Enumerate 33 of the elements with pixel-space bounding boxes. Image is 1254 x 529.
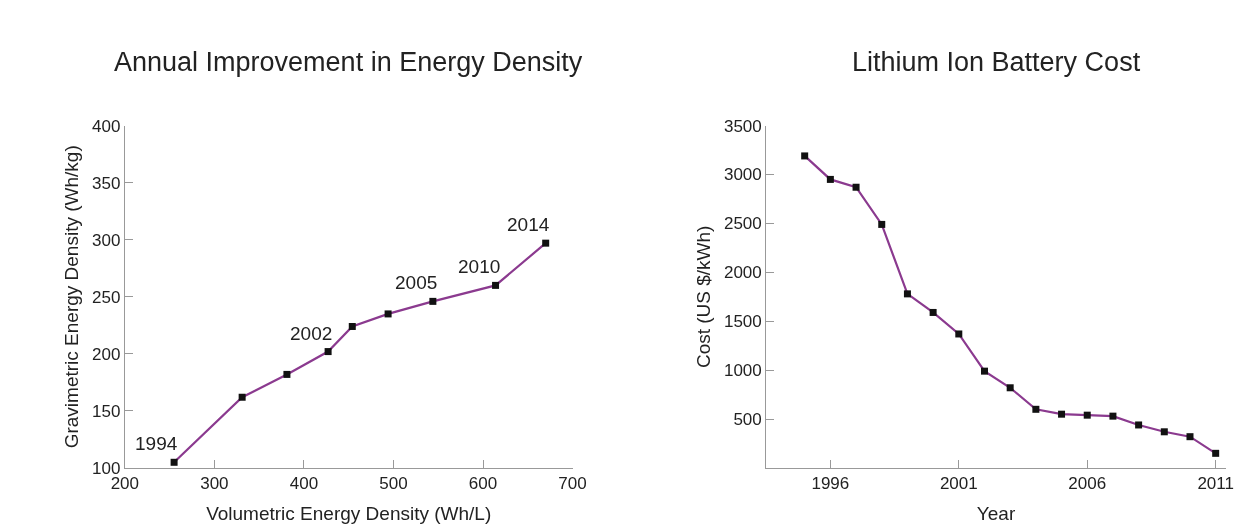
- x-tick-label: 2011: [1197, 474, 1234, 494]
- y-axis-title: Cost (US $/kWh): [692, 225, 714, 369]
- y-tick-label: 1000: [723, 361, 762, 381]
- x-tick-label: 300: [200, 474, 229, 494]
- y-tick-label: 350: [92, 173, 121, 193]
- annotation: 2002: [290, 323, 333, 344]
- y-tick-label: 1500: [723, 312, 762, 332]
- annotation: 2010: [458, 256, 501, 277]
- x-axis-title: Year: [976, 503, 1016, 525]
- y-tick-label: 3000: [723, 165, 762, 185]
- x-tick-label: 1996: [811, 474, 850, 494]
- x-tick-label: 700: [558, 474, 587, 494]
- x-tick-label: 500: [379, 474, 408, 494]
- annotation: 1994: [135, 433, 178, 454]
- y-tick-label: 500: [733, 410, 762, 430]
- annotation: 2014: [507, 214, 550, 235]
- chart-title: Lithium Ion Battery Cost: [852, 47, 1141, 77]
- y-axis-title: Gravimetric Energy Density (Wh/kg): [60, 145, 82, 449]
- y-tick-label: 3500: [723, 116, 762, 136]
- y-tick-label: 2500: [723, 214, 762, 234]
- x-tick-label: 2001: [939, 474, 978, 494]
- x-tick-label: 400: [289, 474, 319, 494]
- y-tick-label: 200: [92, 344, 121, 364]
- chart-title: Annual Improvement in Energy Density: [114, 47, 583, 77]
- y-tick-label: 150: [92, 401, 121, 421]
- y-tick-label: 2000: [723, 263, 762, 283]
- y-tick-label: 250: [92, 287, 121, 307]
- y-tick-label: 300: [92, 230, 121, 250]
- x-tick-label: 2006: [1068, 474, 1107, 494]
- annotation: 2005: [395, 272, 438, 293]
- x-tick-label: 600: [468, 474, 498, 494]
- x-axis-title: Volumetric Energy Density (Wh/L): [206, 503, 492, 525]
- y-tick-label: 400: [92, 116, 121, 136]
